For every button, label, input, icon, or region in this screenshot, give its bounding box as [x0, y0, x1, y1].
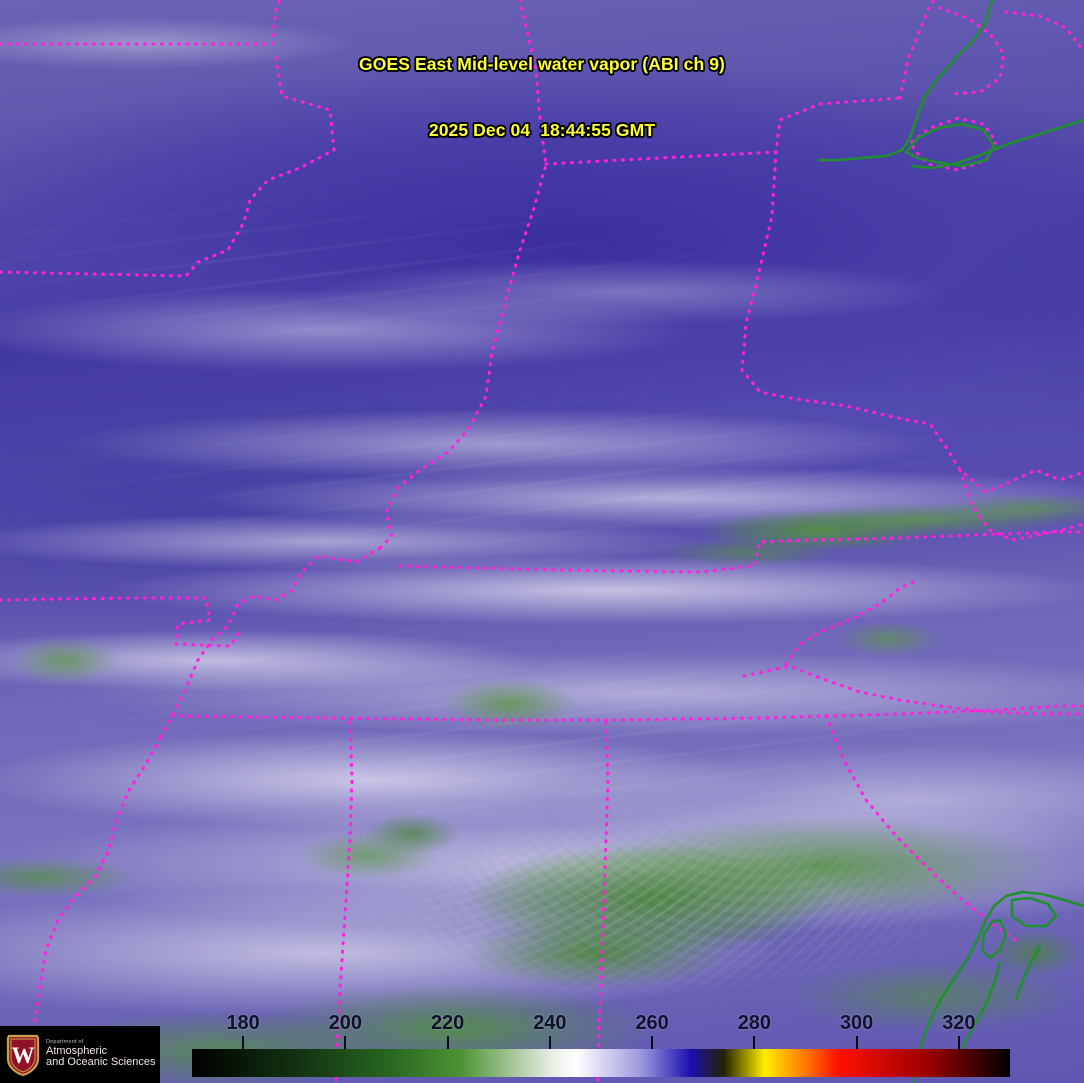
- crest-letter: W: [12, 1043, 35, 1068]
- institution-logo: W Department of Atmospheric and Oceanic …: [0, 1026, 160, 1083]
- colorbar-tick-260: [651, 1036, 654, 1049]
- logo-dept-line: Department of: [46, 1039, 84, 1046]
- logo-line-1: Atmospheric: [46, 1045, 108, 1058]
- colorbar-tick-300: [855, 1036, 858, 1049]
- coastlines: [818, 0, 1084, 1083]
- colorbar-tick-240: [548, 1036, 551, 1049]
- crest-shield-shape: W: [6, 1034, 40, 1076]
- colorbar-label-240: 240: [533, 1012, 567, 1034]
- colorbar-label-200: 200: [328, 1012, 363, 1034]
- uw-crest-icon: W: [5, 1033, 41, 1077]
- colorbar-tick-180: [242, 1036, 245, 1049]
- colorbar-tick-200: [344, 1036, 347, 1049]
- colorbar-tick-280: [753, 1036, 756, 1049]
- colorbar-tick-320: [957, 1036, 960, 1049]
- colorbar-label-300: 300: [839, 1012, 874, 1034]
- colorbar-label-320: 320: [942, 1012, 976, 1034]
- colorbar-gradient: [192, 1049, 1010, 1077]
- colorbar-ticks: 180 200 220 240 260 280 300 320: [0, 1003, 1084, 1051]
- logo-text-block: Department of Atmospheric and Oceanic Sc…: [46, 1040, 155, 1068]
- colorbar-label-260: 260: [635, 1012, 669, 1034]
- colorbar-tick-220: [446, 1036, 449, 1049]
- colorbar-label-280: 280: [737, 1012, 772, 1034]
- colorbar-label-220: 220: [430, 1012, 465, 1034]
- colorbar-legend: 180 200 220 240 260 280 300 320: [0, 1003, 1084, 1083]
- colorbar-label-180: 180: [226, 1012, 260, 1034]
- logo-line-2: and Oceanic Sciences: [46, 1056, 156, 1069]
